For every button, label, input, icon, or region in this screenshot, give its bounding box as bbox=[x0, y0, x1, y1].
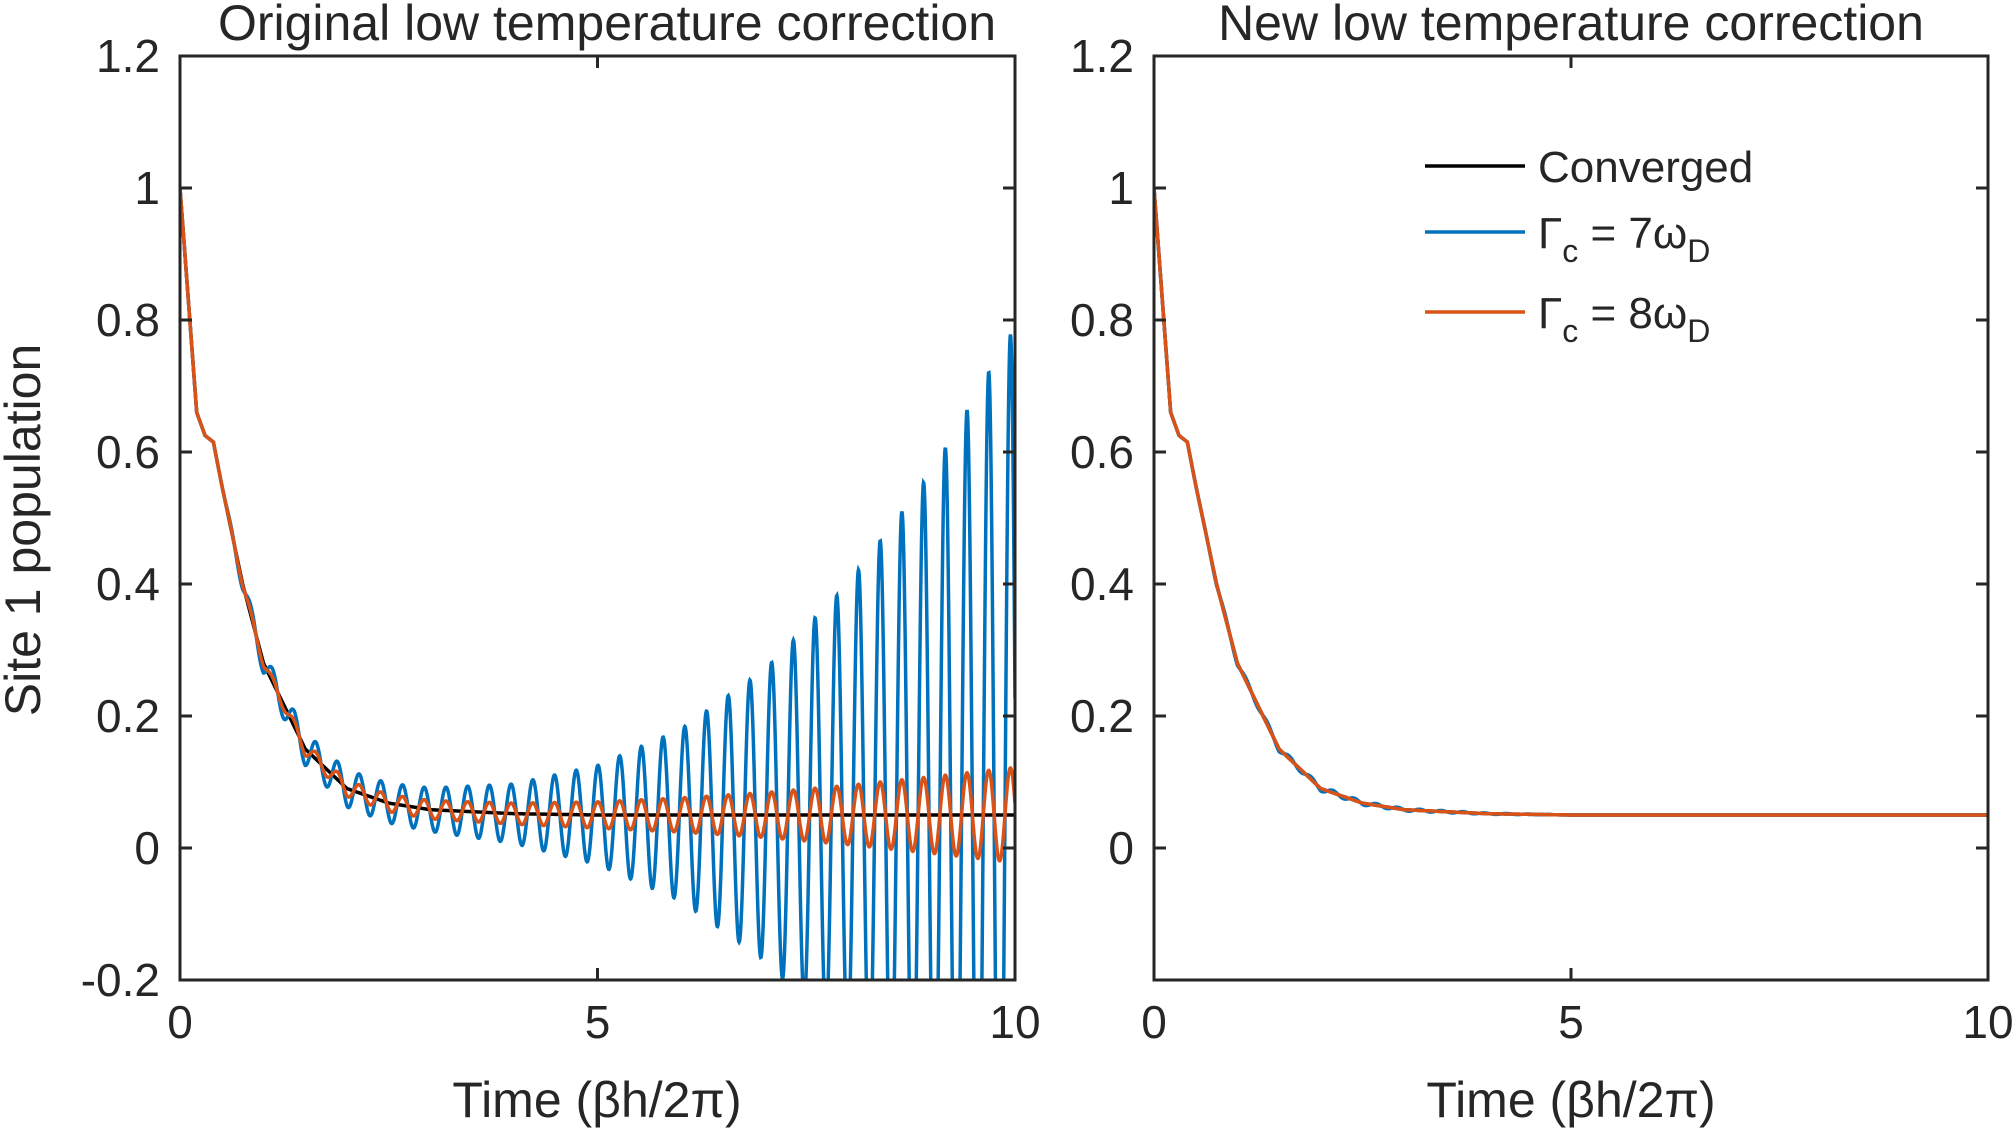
x-tick-label: 0 bbox=[1141, 996, 1167, 1048]
y-tick-label: 0.6 bbox=[1070, 426, 1134, 478]
series-line-right-2 bbox=[1154, 187, 1988, 817]
y-tick-label: -0.2 bbox=[81, 954, 160, 1006]
series-line-left-1 bbox=[180, 187, 1015, 980]
series-line-left-0 bbox=[180, 187, 1015, 817]
x-tick-label: 5 bbox=[1558, 996, 1584, 1048]
legend-label-gamma8: Γc = 8ωD bbox=[1538, 289, 1710, 349]
panel-left-y-ticks: -0.2 0 0.2 0.4 0.6 0.8 1 1.2 bbox=[81, 30, 1015, 1006]
y-tick-label: 0.4 bbox=[1070, 558, 1134, 610]
panel-right-y-ticks: 0 0.2 0.4 0.6 0.8 1 1.2 bbox=[1070, 30, 1988, 874]
x-tick-label: 10 bbox=[989, 996, 1040, 1048]
y-tick-label: 0 bbox=[1108, 822, 1134, 874]
y-tick-label: 0.8 bbox=[1070, 294, 1134, 346]
legend-label-converged: Converged bbox=[1538, 143, 1753, 192]
y-tick-label: 0.8 bbox=[96, 294, 160, 346]
panel-right-x-axis-label: Time (βh/2π) bbox=[1426, 1072, 1715, 1128]
y-tick-label: 1 bbox=[1108, 162, 1134, 214]
panel-right-axes-box bbox=[1152, 54, 1990, 982]
panel-right-x-ticks: 0 5 10 bbox=[1141, 56, 2014, 1048]
series-line-right-0 bbox=[1154, 187, 1988, 817]
panel-left-y-axis-label: Site 1 population bbox=[0, 344, 51, 717]
panel-left-x-axis-label: Time (βh/2π) bbox=[452, 1072, 741, 1128]
series-line-left-2 bbox=[180, 187, 1015, 863]
y-tick-label: 0 bbox=[134, 822, 160, 874]
panel-left: Original low temperature correction 0 5 10… bbox=[0, 0, 1041, 1128]
panel-right: New low temperature correction 0 5 10 0 0.2… bbox=[1070, 0, 2014, 1128]
y-tick-label: 0.4 bbox=[96, 558, 160, 610]
y-tick-label: 0.6 bbox=[96, 426, 160, 478]
legend: Converged Γc = 7ωD Γc = 8ωD bbox=[1425, 143, 1753, 349]
panel-left-plot-area bbox=[180, 187, 1015, 980]
legend-label-gamma7: Γc = 7ωD bbox=[1538, 209, 1710, 269]
y-tick-label: 1 bbox=[134, 162, 160, 214]
y-tick-label: 0.2 bbox=[1070, 690, 1134, 742]
y-tick-label: 0.2 bbox=[96, 690, 160, 742]
y-tick-label: 1.2 bbox=[1070, 30, 1134, 82]
panel-right-title: New low temperature correction bbox=[1218, 0, 1924, 51]
series-line-right-1 bbox=[1154, 187, 1988, 817]
x-tick-label: 5 bbox=[585, 996, 611, 1048]
y-tick-label: 1.2 bbox=[96, 30, 160, 82]
panel-left-title: Original low temperature correction bbox=[218, 0, 996, 51]
x-tick-label: 0 bbox=[167, 996, 193, 1048]
panel-right-plot-area bbox=[1154, 187, 1988, 817]
panel-left-x-ticks: 0 5 10 bbox=[167, 56, 1041, 1048]
x-tick-label: 10 bbox=[1962, 996, 2013, 1048]
